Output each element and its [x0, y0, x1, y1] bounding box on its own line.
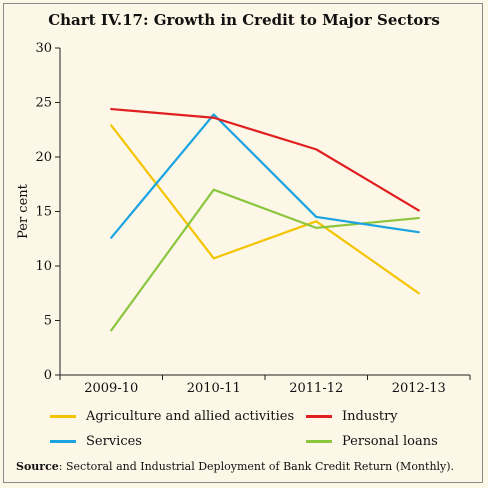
y-axis-label: Per cent: [16, 183, 31, 239]
y-tick-label: 5: [44, 314, 52, 329]
legend-item-industry: Industry: [306, 409, 398, 424]
series-line-industry: [110, 107, 420, 212]
chart-title: Chart IV.17: Growth in Credit to Major S…: [48, 11, 440, 29]
legend-label-agriculture: Agriculture and allied activities: [86, 409, 295, 424]
series-line-personal-loans: [110, 188, 420, 332]
series-line-services: [110, 113, 420, 239]
legend-swatch-services: [50, 440, 76, 443]
y-tick-label: 25: [35, 96, 52, 111]
chart-series: [110, 107, 420, 332]
legend-item-agriculture: Agriculture and allied activities: [50, 409, 294, 424]
source-note: Source: Sectoral and Industrial Deployme…: [16, 460, 454, 473]
x-tick-label: 2010-11: [187, 381, 241, 396]
legend-item-services: Services: [50, 434, 142, 449]
y-tick-label: 30: [35, 41, 52, 56]
x-tick-label: 2011-12: [289, 381, 343, 396]
x-tick-label: 2009-10: [84, 381, 138, 396]
chart-axes: 0 5 10 15 20 25 30 2009-10 2010-11 2011-12 2012-13…: [16, 41, 471, 396]
legend-label-services: Services: [86, 434, 142, 449]
legend-label-personal-loans: Personal loans: [342, 434, 438, 449]
legend-swatch-personal-loans: [306, 440, 332, 443]
y-tick-label: 0: [44, 368, 52, 383]
y-tick-label: 15: [35, 205, 52, 220]
legend-swatch-agriculture: [50, 415, 76, 418]
y-tick-label: 20: [35, 150, 52, 165]
source-label: Source: [16, 460, 59, 473]
legend-swatch-industry: [306, 415, 332, 418]
y-tick-label: 10: [35, 259, 52, 274]
series-line-agriculture-and-allied-activities: [110, 124, 420, 295]
x-tick-label: 2012-13: [392, 381, 446, 396]
source-text: : Sectoral and Industrial Deployment of …: [58, 460, 455, 473]
legend-label-industry: Industry: [342, 409, 398, 424]
legend-item-personal-loans: Personal loans: [306, 434, 438, 449]
chart-frame: [3, 3, 483, 483]
